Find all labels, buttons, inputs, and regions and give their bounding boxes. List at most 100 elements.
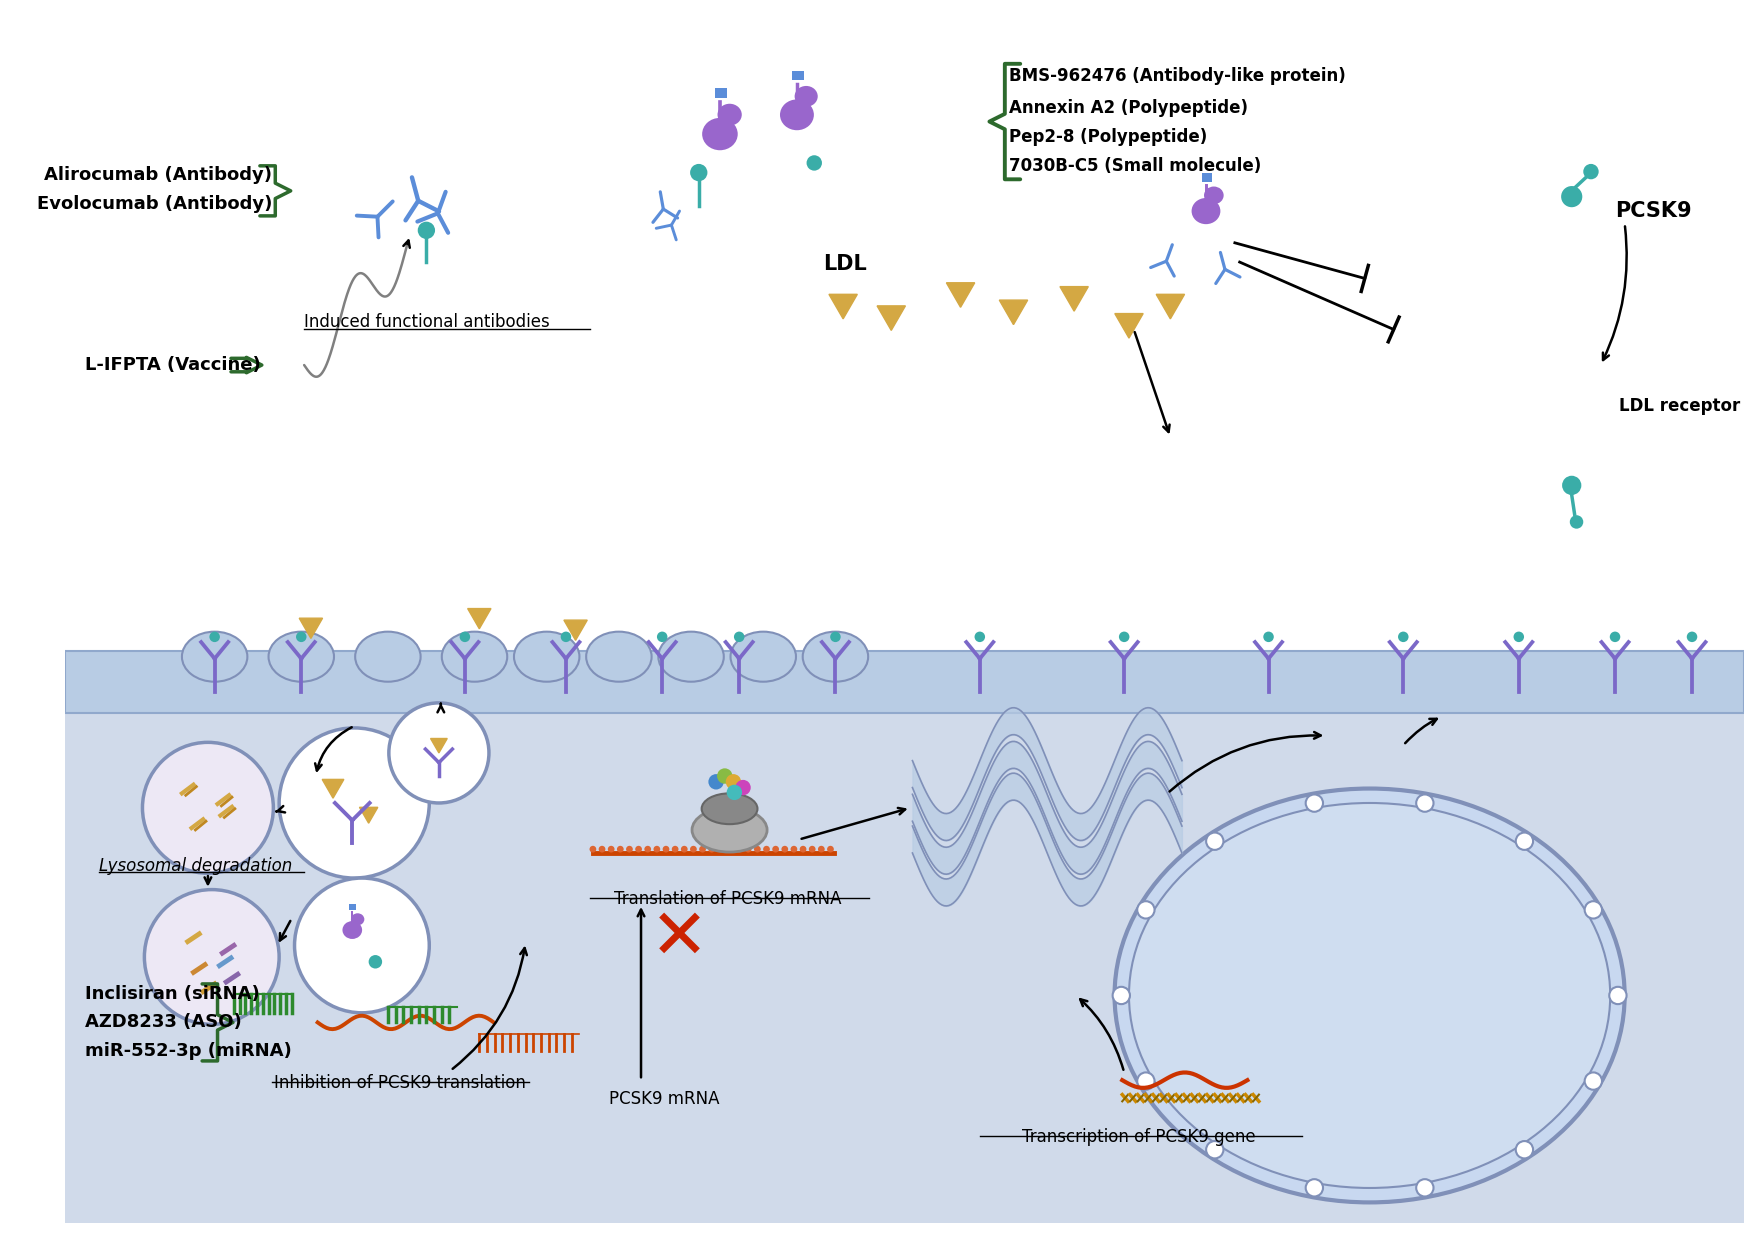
Circle shape (1306, 1179, 1324, 1196)
Ellipse shape (181, 632, 248, 682)
Ellipse shape (342, 921, 363, 939)
Text: Alirocumab (Antibody): Alirocumab (Antibody) (44, 167, 272, 184)
Circle shape (809, 846, 816, 852)
Circle shape (745, 846, 752, 852)
Ellipse shape (717, 103, 741, 126)
Circle shape (1516, 1141, 1533, 1159)
Ellipse shape (692, 807, 767, 852)
Circle shape (691, 164, 708, 181)
Circle shape (1137, 1073, 1155, 1090)
Ellipse shape (657, 632, 724, 682)
Circle shape (368, 954, 382, 968)
Circle shape (609, 846, 614, 852)
Text: LDL receptor: LDL receptor (1618, 397, 1741, 415)
Text: Inclisiran (siRNA): Inclisiran (siRNA) (85, 984, 260, 1003)
Bar (715, 87, 727, 97)
Ellipse shape (731, 632, 795, 682)
Text: Translation of PCSK9 mRNA: Translation of PCSK9 mRNA (614, 890, 841, 907)
Ellipse shape (586, 632, 652, 682)
Circle shape (143, 743, 274, 873)
Circle shape (589, 846, 596, 852)
Ellipse shape (795, 86, 818, 107)
Text: Annexin A2 (Polypeptide): Annexin A2 (Polypeptide) (1008, 100, 1247, 117)
Circle shape (654, 846, 661, 852)
Ellipse shape (802, 632, 869, 682)
Text: LDL: LDL (823, 254, 867, 274)
Circle shape (626, 846, 633, 852)
Text: L-IFPTA (Vaccine): L-IFPTA (Vaccine) (85, 356, 260, 374)
Text: miR-552-3p (miRNA): miR-552-3p (miRNA) (85, 1043, 291, 1060)
Circle shape (699, 846, 706, 852)
Circle shape (1570, 515, 1584, 528)
Circle shape (671, 846, 678, 852)
Circle shape (753, 846, 760, 852)
Circle shape (1585, 1073, 1603, 1090)
Ellipse shape (1191, 198, 1221, 224)
Circle shape (806, 156, 821, 171)
Text: Lysosomal degradation: Lysosomal degradation (99, 856, 293, 875)
Circle shape (419, 222, 434, 239)
Circle shape (1113, 987, 1130, 1004)
Circle shape (389, 703, 488, 802)
Ellipse shape (1114, 789, 1625, 1202)
Circle shape (598, 846, 605, 852)
Circle shape (726, 774, 741, 790)
Circle shape (800, 846, 806, 852)
Circle shape (818, 846, 825, 852)
Circle shape (1563, 476, 1582, 495)
Circle shape (1610, 632, 1620, 642)
Circle shape (1610, 987, 1627, 1004)
Text: BMS-962476 (Antibody-like protein): BMS-962476 (Antibody-like protein) (1008, 67, 1345, 85)
Text: PCSK9: PCSK9 (1615, 201, 1692, 221)
Circle shape (827, 846, 834, 852)
Circle shape (717, 846, 724, 852)
Circle shape (1514, 632, 1524, 642)
Text: Pep2-8 (Polypeptide): Pep2-8 (Polypeptide) (1008, 128, 1207, 146)
Circle shape (975, 632, 985, 642)
Ellipse shape (441, 632, 508, 682)
Circle shape (790, 846, 797, 852)
Text: Induced functional antibodies: Induced functional antibodies (303, 313, 549, 330)
Circle shape (209, 632, 220, 642)
Circle shape (781, 846, 788, 852)
Circle shape (1584, 164, 1599, 179)
Circle shape (1686, 632, 1697, 642)
Ellipse shape (1128, 802, 1610, 1187)
Circle shape (736, 846, 743, 852)
Circle shape (1306, 795, 1324, 812)
Text: PCSK9 mRNA: PCSK9 mRNA (609, 1090, 720, 1108)
Text: Transcription of PCSK9 gene: Transcription of PCSK9 gene (1022, 1129, 1256, 1146)
Text: Evolocumab (Antibody): Evolocumab (Antibody) (37, 196, 272, 213)
Ellipse shape (1203, 187, 1224, 204)
Circle shape (1120, 632, 1130, 642)
Circle shape (773, 846, 780, 852)
Circle shape (663, 846, 670, 852)
Circle shape (635, 846, 642, 852)
Text: 7030B-C5 (Small molecule): 7030B-C5 (Small molecule) (1008, 157, 1261, 174)
Circle shape (1416, 795, 1434, 812)
Circle shape (708, 846, 715, 852)
Circle shape (736, 780, 750, 795)
Circle shape (560, 632, 572, 642)
Circle shape (734, 632, 745, 642)
Circle shape (657, 632, 668, 642)
Circle shape (295, 878, 429, 1013)
Circle shape (617, 846, 624, 852)
Ellipse shape (701, 794, 757, 824)
Circle shape (296, 632, 307, 642)
Circle shape (1263, 632, 1273, 642)
Circle shape (279, 728, 429, 878)
Circle shape (830, 632, 841, 642)
Circle shape (1207, 1141, 1224, 1159)
Circle shape (764, 846, 769, 852)
Bar (66, 24, 1744, 659)
Ellipse shape (356, 632, 420, 682)
Circle shape (1207, 832, 1224, 850)
Bar (792, 71, 804, 80)
Circle shape (460, 632, 471, 642)
Bar (1202, 173, 1212, 182)
Circle shape (1399, 632, 1409, 642)
Circle shape (1561, 186, 1582, 207)
Ellipse shape (780, 100, 814, 131)
Circle shape (691, 846, 698, 852)
